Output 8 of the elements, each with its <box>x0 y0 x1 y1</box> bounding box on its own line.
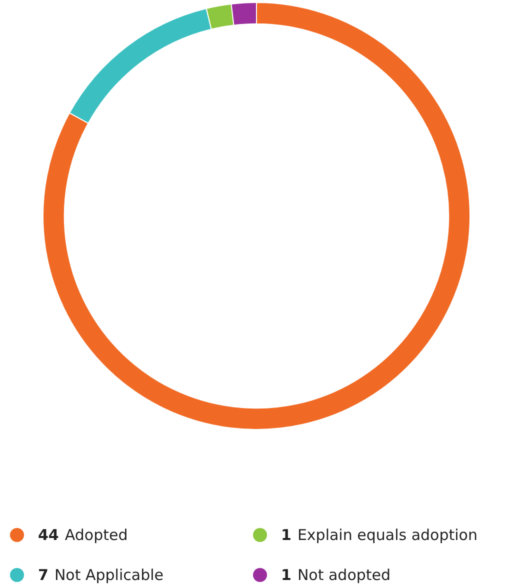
legend-label: Not Applicable <box>54 566 164 584</box>
data-label: 44 <box>38 526 59 544</box>
legend-label: Not adopted <box>297 566 391 584</box>
slice-label: Adopted <box>64 526 128 544</box>
legend-label: Explain equals adoption <box>297 526 478 544</box>
data-label: 1 <box>281 526 292 544</box>
data-label: 1 <box>281 566 292 584</box>
data-label: 7 <box>38 566 48 584</box>
